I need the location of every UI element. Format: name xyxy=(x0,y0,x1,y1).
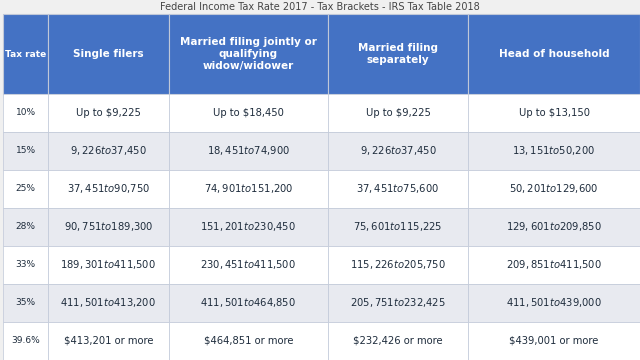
Bar xyxy=(3,170,48,208)
Bar xyxy=(3,94,48,132)
Text: Federal Income Tax Rate 2017 - Tax Brackets - IRS Tax Table 2018: Federal Income Tax Rate 2017 - Tax Brack… xyxy=(160,2,480,12)
Bar xyxy=(169,208,328,246)
Bar xyxy=(328,132,468,170)
Bar xyxy=(468,208,640,246)
Bar xyxy=(3,208,48,246)
Text: Tax rate: Tax rate xyxy=(5,50,46,59)
Bar xyxy=(3,246,48,284)
Text: $50,201 to $129,600: $50,201 to $129,600 xyxy=(509,182,599,195)
Bar xyxy=(328,246,468,284)
Text: $9,226 to $37,450: $9,226 to $37,450 xyxy=(70,144,147,157)
Text: $230,451 to $411,500: $230,451 to $411,500 xyxy=(200,258,296,271)
Text: $411,501 to $439,000: $411,501 to $439,000 xyxy=(506,296,602,309)
Bar xyxy=(48,322,169,360)
Bar xyxy=(468,170,640,208)
Bar xyxy=(3,284,48,322)
Bar xyxy=(468,246,640,284)
Bar xyxy=(48,208,169,246)
Text: 28%: 28% xyxy=(15,222,36,231)
Bar xyxy=(169,322,328,360)
Text: $75,601 to $115,225: $75,601 to $115,225 xyxy=(353,220,443,233)
Text: 25%: 25% xyxy=(15,184,36,193)
Text: $13,151 to $50,200: $13,151 to $50,200 xyxy=(513,144,596,157)
Text: $129,601 to $209,850: $129,601 to $209,850 xyxy=(506,220,602,233)
Bar xyxy=(48,170,169,208)
Bar xyxy=(3,14,48,94)
Bar xyxy=(328,94,468,132)
Bar xyxy=(169,14,328,94)
Bar xyxy=(48,284,169,322)
Bar xyxy=(468,284,640,322)
Text: Up to $9,225: Up to $9,225 xyxy=(365,108,431,118)
Text: $9,226 to $37,450: $9,226 to $37,450 xyxy=(360,144,436,157)
Bar xyxy=(169,132,328,170)
Text: $74,901 to $151,200: $74,901 to $151,200 xyxy=(204,182,293,195)
Bar xyxy=(468,14,640,94)
Text: $18,451 to $74,900: $18,451 to $74,900 xyxy=(207,144,290,157)
Bar xyxy=(328,208,468,246)
Bar xyxy=(169,94,328,132)
Text: $90,751 to $189,300: $90,751 to $189,300 xyxy=(63,220,153,233)
Text: 15%: 15% xyxy=(15,146,36,155)
Text: $413,201 or more: $413,201 or more xyxy=(63,336,153,346)
Bar xyxy=(468,94,640,132)
Text: $189,301 to $411,500: $189,301 to $411,500 xyxy=(60,258,156,271)
Text: $37,451 to $90,750: $37,451 to $90,750 xyxy=(67,182,150,195)
Bar xyxy=(48,132,169,170)
Text: Married filing
separately: Married filing separately xyxy=(358,43,438,65)
Bar xyxy=(328,322,468,360)
Bar xyxy=(169,170,328,208)
Text: Up to $18,450: Up to $18,450 xyxy=(213,108,284,118)
Text: $205,751 to $232,425: $205,751 to $232,425 xyxy=(350,296,446,309)
Text: 10%: 10% xyxy=(15,108,36,117)
Bar xyxy=(468,322,640,360)
Text: 35%: 35% xyxy=(15,298,36,307)
Text: $411,501 to $413,200: $411,501 to $413,200 xyxy=(60,296,156,309)
Text: 33%: 33% xyxy=(15,260,36,269)
Text: Single filers: Single filers xyxy=(73,49,143,59)
Bar xyxy=(328,170,468,208)
Text: $151,201 to $230,450: $151,201 to $230,450 xyxy=(200,220,296,233)
Text: $439,001 or more: $439,001 or more xyxy=(509,336,599,346)
Text: Married filing jointly or
qualifying
widow/widower: Married filing jointly or qualifying wid… xyxy=(180,37,317,71)
Text: Head of household: Head of household xyxy=(499,49,609,59)
Text: $232,426 or more: $232,426 or more xyxy=(353,336,443,346)
Text: Up to $9,225: Up to $9,225 xyxy=(76,108,141,118)
Bar xyxy=(48,94,169,132)
Text: $115,226 to $205,750: $115,226 to $205,750 xyxy=(350,258,446,271)
Bar xyxy=(328,14,468,94)
Bar xyxy=(48,246,169,284)
Text: $411,501 to $464,850: $411,501 to $464,850 xyxy=(200,296,296,309)
Text: Up to $13,150: Up to $13,150 xyxy=(518,108,589,118)
Bar xyxy=(3,322,48,360)
Text: $464,851 or more: $464,851 or more xyxy=(204,336,293,346)
Bar xyxy=(169,284,328,322)
Text: $209,851 to $411,500: $209,851 to $411,500 xyxy=(506,258,602,271)
Bar xyxy=(169,246,328,284)
Bar xyxy=(328,284,468,322)
Text: 39.6%: 39.6% xyxy=(11,337,40,346)
Bar xyxy=(48,14,169,94)
Bar xyxy=(468,132,640,170)
Bar xyxy=(3,132,48,170)
Text: $37,451 to $75,600: $37,451 to $75,600 xyxy=(356,182,440,195)
